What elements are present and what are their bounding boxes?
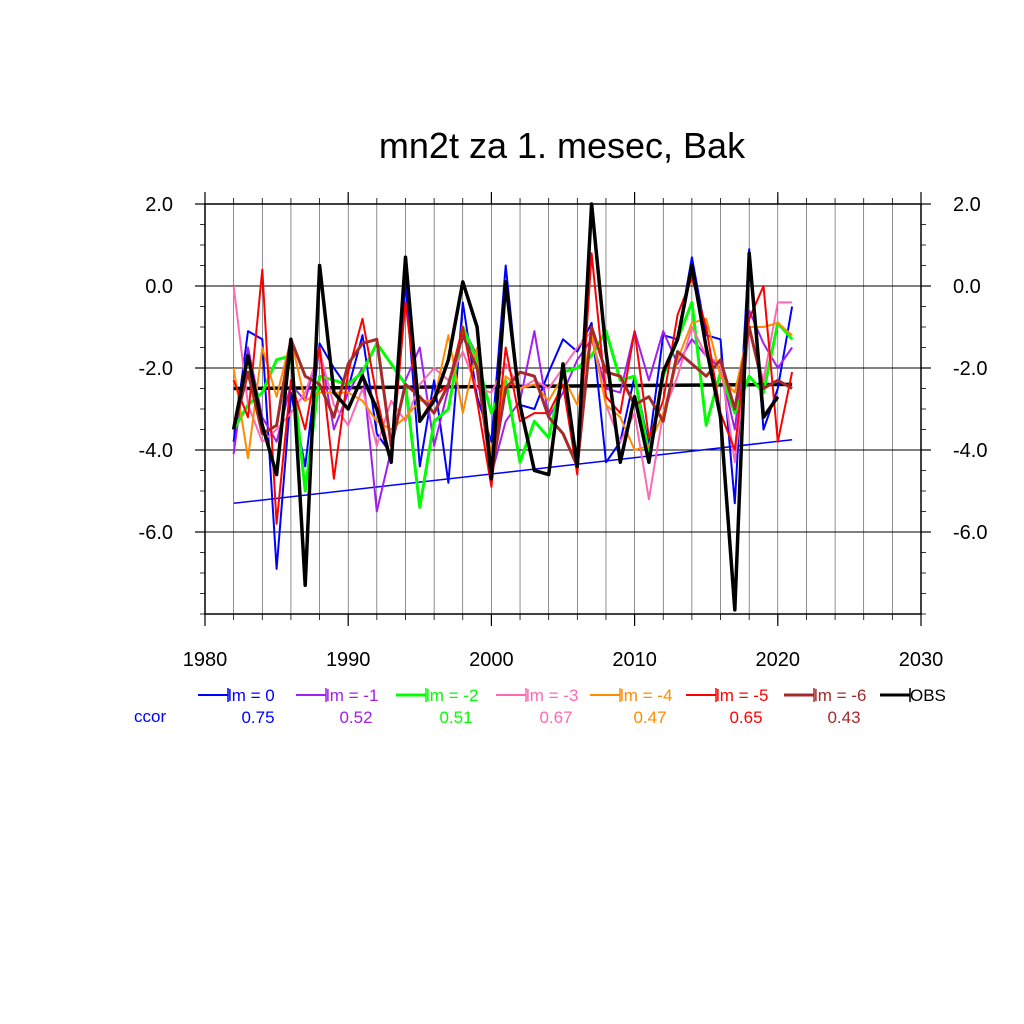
ccor-value: 0.67 — [539, 708, 572, 727]
series-line — [231, 202, 780, 612]
y-tick-label-right: -6.0 — [953, 522, 987, 544]
y-tick-label-right: -2.0 — [953, 358, 987, 380]
legend-label: lm = -3 — [526, 686, 578, 705]
y-tick-label-left: -2.0 — [139, 358, 173, 380]
y-tick-label-right: 2.0 — [953, 194, 981, 216]
x-tick-label: 1980 — [183, 649, 228, 671]
legend-label: lm = 0 — [228, 686, 275, 705]
legend-label: lm = -2 — [426, 686, 478, 705]
x-tick-label: 2000 — [469, 649, 514, 671]
axes: 2.0 2.0 0.0 0.0 -2.0 -2.0 -4.0 -4.0 -6.0 -6.0 1980… — [139, 192, 987, 671]
legend-label: lm = -6 — [814, 686, 866, 705]
legend-label: lm = -1 — [326, 686, 378, 705]
legend: lm = 0 0.75 lm = -1 0.52 lm = -2 0.51 lm = -3 0… — [198, 686, 946, 727]
y-tick-label-left: -4.0 — [139, 440, 173, 462]
ccor-value: 0.65 — [729, 708, 762, 727]
y-tick-label-right: -4.0 — [953, 440, 987, 462]
trend-line — [233, 439, 793, 505]
y-tick-label-left: -6.0 — [139, 522, 173, 544]
series-line — [232, 285, 793, 501]
series-lines — [231, 202, 794, 612]
y-tick-label-right: 0.0 — [953, 276, 981, 298]
ccor-value: 0.75 — [241, 708, 274, 727]
x-tick-label: 2020 — [756, 649, 801, 671]
x-tick-label: 2030 — [899, 649, 944, 671]
legend-label: lm = -5 — [716, 686, 768, 705]
legend-label: lm = -4 — [620, 686, 672, 705]
series-line — [232, 325, 793, 477]
ccor-label: ccor — [134, 707, 166, 726]
ccor-value: 0.47 — [633, 708, 666, 727]
y-tick-label-left: 0.0 — [145, 276, 173, 298]
x-tick-label: 1990 — [326, 649, 371, 671]
series-line — [232, 309, 793, 513]
ccor-value: 0.43 — [827, 708, 860, 727]
y-tick-label-left: 2.0 — [145, 194, 173, 216]
legend-label: OBS — [910, 686, 946, 705]
x-tick-label: 2010 — [612, 649, 657, 671]
ccor-value: 0.51 — [439, 708, 472, 727]
chart-title: mn2t za 1. mesec, Bak — [379, 125, 746, 166]
ccor-value: 0.52 — [339, 708, 372, 727]
